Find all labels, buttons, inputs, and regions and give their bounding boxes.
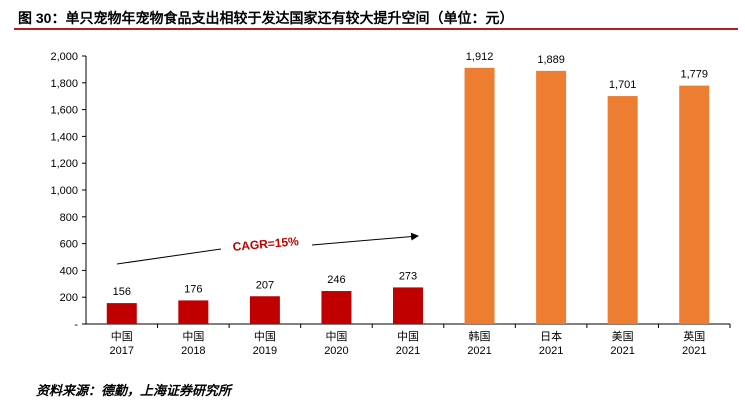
y-tick-label: 2,000 — [50, 51, 78, 63]
cagr-arrow-segment-1 — [116, 248, 222, 265]
bar-2 — [249, 296, 280, 324]
x-label-country-2: 中国 — [254, 330, 276, 343]
cagr-arrow-segment-2 — [311, 232, 419, 246]
bar-5 — [464, 67, 495, 325]
data-label-2: 207 — [256, 279, 274, 291]
cagr-annotation: CAGR=15% — [232, 234, 300, 254]
y-tick-label: 600 — [60, 239, 78, 251]
y-tick-label: 1,000 — [50, 185, 78, 197]
x-label-year-4: 2021 — [396, 345, 420, 357]
bar-4 — [393, 287, 423, 324]
data-label-6: 1,889 — [537, 54, 565, 66]
data-label-0: 156 — [113, 286, 131, 298]
y-tick-label: - — [74, 319, 78, 331]
bar-3 — [321, 291, 352, 324]
x-label-year-8: 2021 — [682, 345, 706, 357]
x-label-country-5: 韩国 — [469, 329, 491, 343]
x-label-country-8: 英国 — [683, 329, 705, 343]
y-tick-label: 400 — [60, 265, 78, 277]
data-label-8: 1,779 — [680, 69, 708, 81]
bar-1 — [178, 300, 209, 324]
x-label-country-6: 日本 — [540, 329, 562, 343]
bar-8 — [679, 85, 710, 324]
x-label-year-6: 2021 — [539, 345, 563, 357]
y-tick-label: 1,600 — [50, 105, 78, 117]
y-tick-label: 1,200 — [50, 158, 78, 170]
y-tick-label: 200 — [60, 292, 78, 304]
x-label-country-7: 美国 — [612, 330, 634, 343]
x-label-year-0: 2017 — [110, 345, 134, 357]
x-label-country-1: 中国 — [182, 330, 204, 343]
x-label-year-5: 2021 — [467, 345, 491, 357]
data-label-7: 1,701 — [609, 79, 637, 91]
x-label-year-1: 2018 — [181, 345, 205, 357]
x-label-year-2: 2019 — [253, 345, 277, 357]
y-tick-label: 1,400 — [50, 131, 78, 143]
data-label-1: 176 — [184, 283, 202, 295]
x-label-year-3: 2020 — [324, 345, 348, 357]
source-note: 资料来源：德勤，上海证券研究所 — [36, 383, 232, 398]
y-tick-label: 800 — [60, 212, 78, 224]
data-label-5: 1,912 — [466, 51, 494, 63]
chart-title: 图 30：单只宠物年宠物食品支出相较于发达国家还有较大提升空间（单位：元） — [18, 10, 514, 26]
x-label-year-7: 2021 — [610, 345, 634, 357]
bar-7 — [607, 96, 638, 324]
data-label-4: 273 — [399, 270, 417, 282]
x-label-country-3: 中国 — [325, 330, 347, 343]
bar-chart: - 200 400 600 800 1,000 1,200 1,400 1,600 1,800 2,… — [50, 51, 731, 357]
bar-0 — [106, 303, 137, 324]
data-label-3: 246 — [327, 274, 345, 286]
y-tick-label: 1,800 — [50, 78, 78, 90]
x-label-country-0: 中国 — [111, 330, 133, 343]
title-bar: 图 30：单只宠物年宠物食品支出相较于发达国家还有较大提升空间（单位：元） — [14, 6, 738, 30]
bar-6 — [536, 70, 567, 325]
x-label-country-4: 中国 — [397, 330, 419, 343]
